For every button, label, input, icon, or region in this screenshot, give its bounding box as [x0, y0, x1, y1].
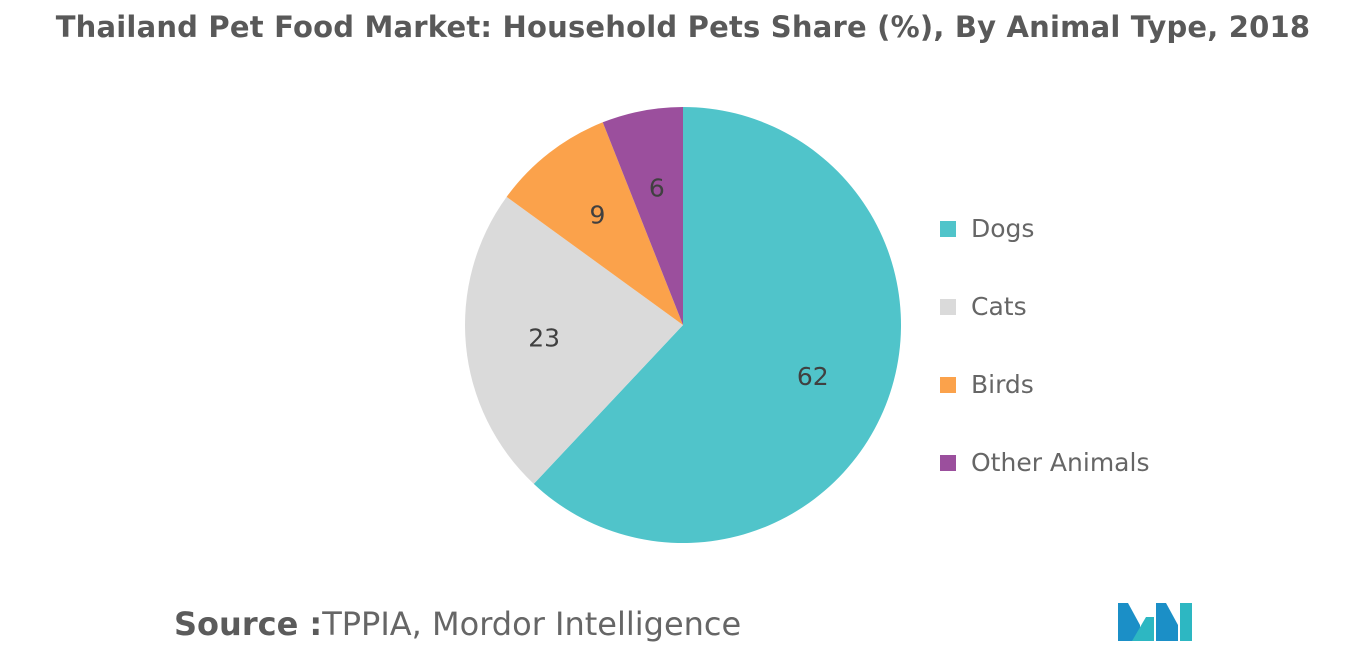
legend-label-birds: Birds: [971, 370, 1034, 399]
legend-label-cats: Cats: [971, 292, 1027, 321]
chart-title: Thailand Pet Food Market: Household Pets…: [55, 10, 1311, 44]
legend-item-dogs: Dogs: [940, 190, 1149, 268]
legend-swatch-cats: [940, 299, 956, 315]
legend-swatch-dogs: [940, 221, 956, 237]
legend-swatch-birds: [940, 377, 956, 393]
chart-legend: Dogs Cats Birds Other Animals: [940, 190, 1149, 502]
legend-item-birds: Birds: [940, 346, 1149, 424]
data-label-birds: 9: [590, 200, 606, 229]
legend-item-other-animals: Other Animals: [940, 424, 1149, 502]
legend-swatch-other-animals: [940, 455, 956, 471]
legend-item-cats: Cats: [940, 268, 1149, 346]
legend-label-dogs: Dogs: [971, 214, 1035, 243]
pie-slice-birds: [506, 122, 683, 326]
data-label-dogs: 62: [797, 362, 829, 391]
data-label-other-animals: 6: [649, 173, 665, 202]
data-label-cats: 23: [528, 324, 560, 353]
source-label: Source :: [174, 605, 323, 643]
mordor-intelligence-logo-icon: [1118, 603, 1192, 641]
source-text: TPPIA, Mordor Intelligence: [322, 605, 742, 643]
legend-label-other-animals: Other Animals: [971, 448, 1150, 477]
pie-slice-dogs: [533, 107, 902, 543]
pie-slice-other-animals: [602, 107, 683, 325]
source-note: Source :TPPIA, Mordor Intelligence: [174, 605, 741, 643]
pie-slice-cats: [465, 196, 683, 484]
